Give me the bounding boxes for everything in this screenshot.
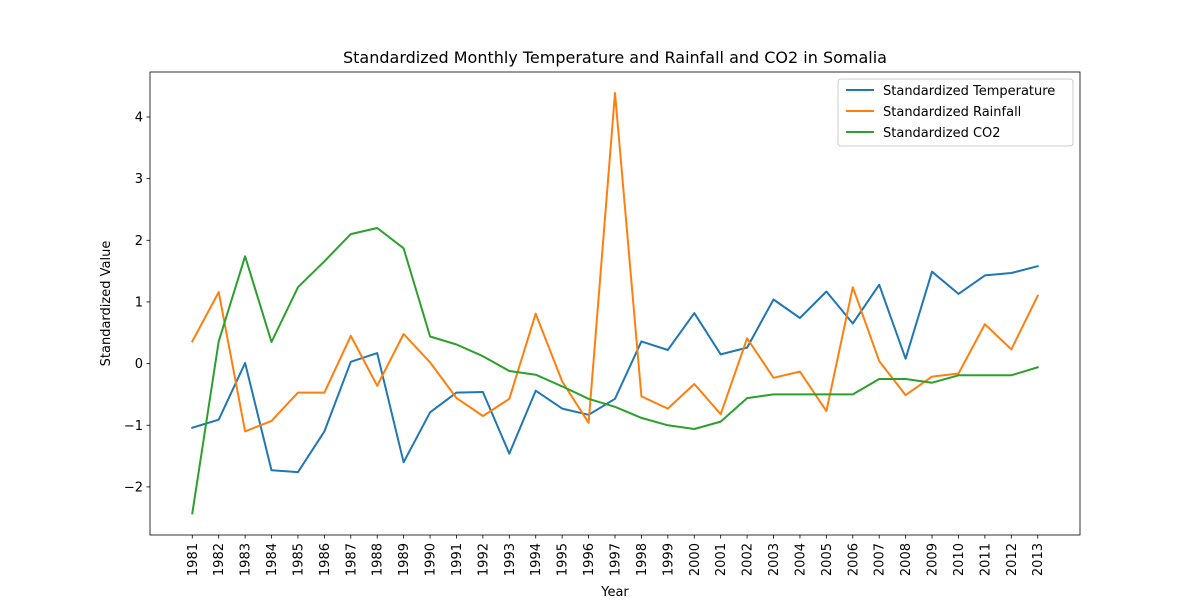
x-tick-label: 2003 <box>767 543 782 576</box>
x-tick-label: 1998 <box>635 543 650 576</box>
y-tick-label: 4 <box>135 111 143 126</box>
series-line-3 <box>191 227 1039 515</box>
x-tick-label: 1999 <box>661 543 676 576</box>
y-axis-label: Standardized Value <box>99 241 114 367</box>
x-tick-label: 1985 <box>291 543 306 576</box>
x-tick-label: 1982 <box>212 543 227 576</box>
y-tick-label: 3 <box>135 172 143 187</box>
x-tick-label: 1987 <box>344 543 359 576</box>
x-tick-label: 2007 <box>873 543 888 576</box>
legend-label: Standardized CO2 <box>883 126 1001 141</box>
x-tick-label: 1992 <box>476 543 491 576</box>
x-tick-label: 1984 <box>265 543 280 576</box>
x-tick-label: 2008 <box>899 543 914 576</box>
x-tick-label: 1990 <box>424 543 439 576</box>
x-axis-label: Year <box>600 585 629 600</box>
x-tick-label: 1981 <box>186 543 201 576</box>
y-tick-label: 2 <box>135 234 143 249</box>
x-tick-label: 2006 <box>846 543 861 576</box>
y-tick-label: −2 <box>124 480 143 495</box>
x-axis-ticks: 1981 1982 1983 1984 1985 1986 1987 1988 1989 1990… <box>186 535 1046 576</box>
series-line-1 <box>191 264 1039 474</box>
x-tick-label: 2012 <box>1005 543 1020 576</box>
x-tick-label: 1994 <box>529 543 544 576</box>
x-tick-label: 2009 <box>926 543 941 576</box>
x-tick-label: 1989 <box>397 543 412 576</box>
series-lines <box>190 92 1040 515</box>
x-tick-label: 2010 <box>952 543 967 576</box>
x-tick-label: 1988 <box>371 543 386 576</box>
y-tick-label: 0 <box>135 357 143 372</box>
legend-box <box>837 78 1074 147</box>
x-tick-label: 1996 <box>582 543 597 576</box>
chart-title: Standardized Monthly Temperature and Rai… <box>343 48 887 67</box>
x-tick-label: 2005 <box>820 543 835 576</box>
x-tick-label: 2011 <box>978 543 993 576</box>
x-tick-label: 2002 <box>741 543 756 576</box>
y-tick-label: −1 <box>124 419 143 434</box>
x-tick-label: 1986 <box>318 543 333 576</box>
x-tick-label: 2001 <box>714 543 729 576</box>
x-tick-label: 1993 <box>503 543 518 576</box>
y-tick-label: 1 <box>135 295 143 310</box>
x-tick-label: 1995 <box>556 543 571 576</box>
chart-legend: Standardized Temperature Standardized Rai… <box>837 78 1074 147</box>
x-tick-label: 2000 <box>688 543 703 576</box>
y-axis-ticks: −2 −1 0 1 2 3 4 <box>124 111 150 495</box>
x-tick-label: 2004 <box>793 543 808 576</box>
x-tick-label: 1997 <box>609 543 624 576</box>
x-tick-label: 1983 <box>239 543 254 576</box>
series-line-2 <box>190 92 1040 433</box>
legend-label: Standardized Rainfall <box>883 105 1021 120</box>
x-tick-label: 1991 <box>450 543 465 576</box>
x-tick-label: 2013 <box>1031 543 1046 576</box>
legend-label: Standardized Temperature <box>883 84 1055 99</box>
